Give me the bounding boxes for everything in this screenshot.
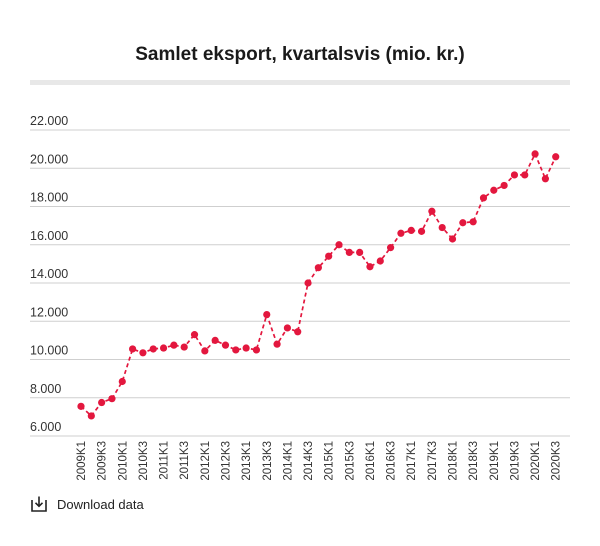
data-point [407, 226, 415, 235]
y-tick-label: 10.000 [30, 344, 68, 358]
data-point [283, 324, 291, 332]
data-point [242, 344, 250, 352]
data-point [108, 395, 116, 403]
data-point [129, 345, 137, 353]
x-tick-label: 2010K3 [138, 441, 150, 481]
data-point [304, 279, 312, 287]
x-tick-label: 2014K3 [303, 441, 315, 481]
data-point [180, 343, 188, 351]
data-point [356, 248, 364, 256]
x-tick-label: 2010K1 [117, 441, 129, 481]
x-tick-label: 2011K3 [179, 441, 191, 480]
x-tick-label: 2018K3 [468, 441, 480, 481]
data-point [201, 347, 209, 355]
data-point [366, 263, 374, 271]
data-point [87, 412, 95, 420]
y-tick-label: 22.000 [30, 114, 68, 128]
chart-title: Samlet eksport, kvartalsvis (mio. kr.) [135, 44, 465, 65]
data-point [118, 377, 126, 386]
data-point [345, 248, 353, 256]
data-point [221, 341, 230, 349]
data-point [314, 264, 322, 272]
series-line [80, 153, 557, 417]
data-point [428, 207, 436, 215]
data-point [438, 223, 446, 232]
data-point [541, 175, 550, 183]
data-point [490, 186, 498, 194]
data-point [98, 398, 106, 407]
download-data-button[interactable]: Download data [30, 495, 144, 513]
data-point [77, 402, 85, 410]
data-point [521, 171, 529, 179]
data-point [170, 341, 178, 349]
data-point [510, 171, 519, 179]
data-point [139, 349, 147, 357]
x-tick-label: 2018K1 [448, 441, 460, 481]
y-tick-label: 14.000 [30, 267, 68, 281]
x-tick-label: 2019K3 [509, 441, 521, 481]
data-point [417, 227, 426, 235]
y-tick-label: 16.000 [30, 229, 68, 243]
x-tick-label: 2017K3 [427, 441, 439, 481]
x-tick-label: 2014K1 [282, 441, 294, 481]
y-tick-label: 6.000 [30, 420, 61, 434]
x-tick-label: 2009K1 [76, 441, 88, 481]
data-point [232, 346, 240, 354]
data-point [263, 310, 271, 319]
x-tick-label: 2013K1 [241, 441, 253, 481]
data-point [552, 153, 560, 161]
x-tick-label: 2011K1 [159, 441, 171, 480]
y-tick-label: 18.000 [30, 191, 68, 205]
x-tick-label: 2012K3 [220, 441, 232, 481]
x-tick-label: 2016K3 [386, 441, 398, 481]
x-tick-label: 2019K1 [489, 441, 501, 481]
x-tick-label: 2012K1 [200, 441, 212, 481]
data-point [211, 336, 219, 344]
data-point [335, 241, 343, 249]
x-tick-label: 2015K3 [344, 441, 356, 481]
data-point [459, 219, 467, 227]
data-point [397, 229, 405, 237]
data-point [294, 328, 302, 336]
y-tick-label: 8.000 [30, 382, 61, 396]
y-tick-label: 12.000 [30, 305, 68, 319]
x-tick-label: 2009K3 [97, 441, 109, 481]
x-tick-label: 2015K1 [324, 441, 336, 481]
data-point [376, 257, 384, 265]
x-tick-label: 2017K1 [406, 441, 418, 481]
x-tick-label: 2016K1 [365, 441, 377, 481]
data-point [325, 252, 333, 260]
x-tick-label: 2013K3 [262, 441, 274, 481]
data-point [149, 345, 157, 353]
data-point [159, 344, 168, 352]
data-point [252, 346, 261, 354]
data-point [273, 340, 281, 348]
data-point [531, 150, 539, 158]
y-tick-label: 20.000 [30, 152, 68, 166]
title-divider [30, 80, 570, 85]
data-point [500, 181, 508, 190]
download-icon [30, 495, 48, 513]
line-chart: 6.000 8.000 10.000 12.000 14.000 16.000 18.000… [30, 114, 570, 481]
x-tick-label: 2020K3 [551, 441, 563, 481]
data-point [387, 244, 395, 252]
data-point [448, 235, 457, 243]
download-data-label: Download data [57, 496, 144, 512]
x-tick-label: 2020K1 [530, 441, 542, 481]
data-point [479, 194, 488, 202]
data-point [190, 331, 199, 339]
data-point [469, 218, 477, 226]
